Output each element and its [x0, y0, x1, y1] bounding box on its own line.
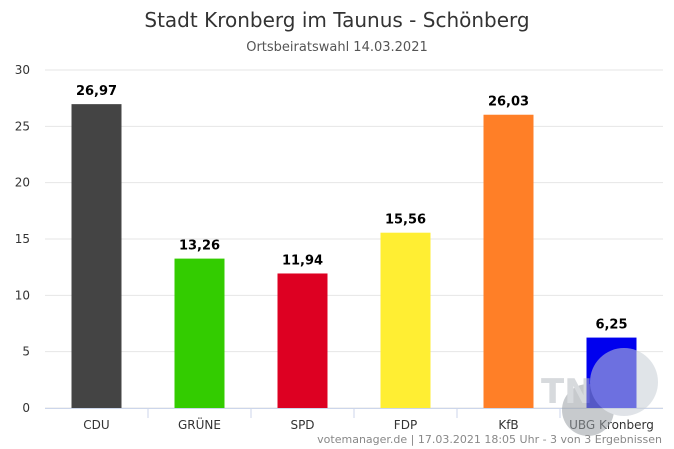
- category-label: GRÜNE: [178, 416, 221, 432]
- data-label: 15,56: [385, 213, 426, 228]
- bar-gr-ne: [174, 258, 225, 408]
- category-label: CDU: [83, 418, 109, 432]
- category-label: KfB: [498, 418, 518, 432]
- y-tick-label: 5: [22, 345, 30, 359]
- y-axis-ticks: 0 5 10 15 20 25 30: [15, 63, 30, 415]
- bar-cdu: [71, 104, 122, 408]
- bars: [71, 104, 637, 408]
- data-label: 26,97: [76, 84, 117, 99]
- category-label: SPD: [290, 418, 314, 432]
- y-tick-label: 10: [15, 288, 30, 302]
- y-tick-label: 30: [15, 63, 30, 77]
- y-tick-label: 0: [22, 401, 30, 415]
- chart-credits: votemanager.de | 17.03.2021 18:05 Uhr - …: [317, 433, 662, 446]
- bar-spd: [277, 273, 328, 408]
- y-tick-label: 20: [15, 176, 30, 190]
- y-tick-label: 25: [15, 119, 30, 133]
- data-label: 6,25: [595, 318, 627, 333]
- chart-subtitle: Ortsbeiratswahl 14.03.2021: [246, 40, 428, 55]
- data-label: 13,26: [179, 239, 220, 254]
- bar-fdp: [380, 232, 431, 408]
- data-label: 11,94: [282, 253, 323, 268]
- chart-title: Stadt Kronberg im Taunus - Schönberg: [144, 8, 529, 32]
- data-label: 26,03: [488, 95, 529, 110]
- data-labels: 26,97 13,26 11,94 15,56 26,03 6,25: [76, 84, 628, 332]
- y-tick-label: 15: [15, 232, 30, 246]
- watermark-text: TN: [541, 372, 593, 412]
- category-label: FDP: [394, 418, 417, 432]
- grid-lines: [45, 69, 663, 418]
- tn-watermark-logo: TN: [541, 348, 658, 436]
- bar-kfb: [483, 114, 534, 408]
